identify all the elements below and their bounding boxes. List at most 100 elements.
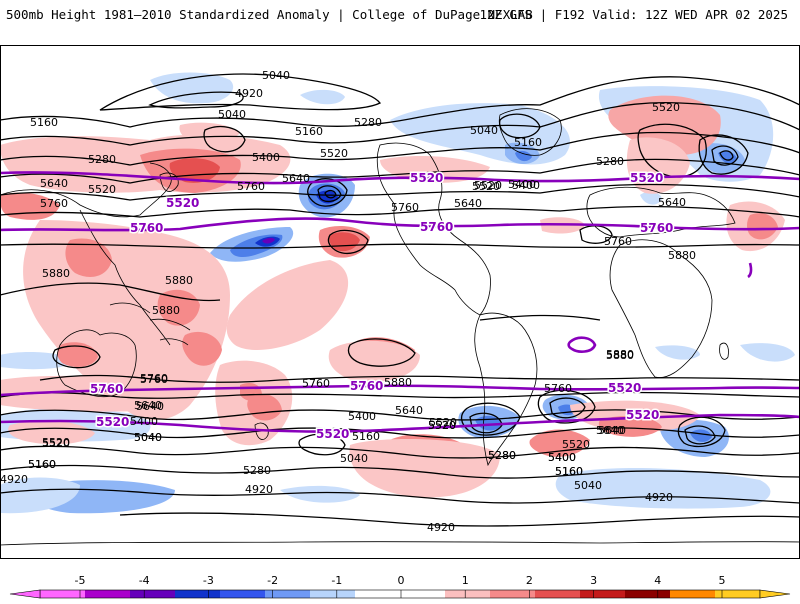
colorbar-segment (715, 590, 761, 598)
japan-outline (159, 172, 179, 192)
colorbar-segment (400, 590, 446, 598)
highlight-label: 5760 (420, 220, 453, 234)
colorbar-tick-label: -3 (203, 574, 214, 587)
colorbar-tick-label: 2 (526, 574, 533, 587)
contour-label: 5760 (40, 197, 68, 210)
contour-label: 5040 (262, 69, 290, 82)
contour-label: 5280 (88, 153, 116, 166)
contour-label: 5880 (606, 349, 634, 362)
colorbar-segment (310, 590, 356, 598)
contour-label: 5520 (474, 179, 502, 192)
contour-label: 5760 (391, 201, 419, 214)
map-title: 500mb Height 1981–2010 Standardized Anom… (6, 7, 533, 22)
contour-label: 5880 (606, 348, 634, 361)
highlight-label: 5760 (90, 382, 123, 396)
contour-label: 5280 (243, 464, 271, 477)
contour-label: 5400 (130, 415, 158, 428)
africa-outline (609, 239, 713, 378)
new-zealand-outline (254, 422, 269, 440)
madagascar-outline (719, 342, 729, 360)
colorbar-tick-labels: -5 -4 -3 -2 -1 0 1 2 3 4 5 (75, 574, 726, 587)
contour-label: 5040 (470, 124, 498, 137)
colorbar-segment (85, 590, 131, 598)
north-america-outline (376, 142, 491, 316)
colorbar-left-arrow (9, 589, 41, 599)
contour-label: 4920 (645, 491, 673, 504)
contour-label: 5160 (555, 465, 583, 478)
contour-label: 5400 (252, 151, 280, 164)
contour-label: 5640 (658, 196, 686, 209)
contour-label: 5280 (354, 116, 382, 129)
contour-label: 5400 (508, 178, 536, 191)
contour-label: 5160 (28, 458, 56, 471)
contour-label: 4920 (245, 483, 273, 496)
colorbar-segment (40, 590, 86, 598)
australia-outline (56, 329, 137, 398)
contour-label: 5160 (555, 465, 583, 478)
sh-5760-contour (0, 384, 800, 397)
contour-label: 5520 (88, 183, 116, 196)
contour-label: 5640 (282, 172, 310, 185)
highlight-label: 5520 (626, 408, 659, 422)
contour-label: 5640 (395, 404, 423, 417)
contour-label: 5400 (548, 451, 576, 464)
nh-5760-contour (0, 217, 800, 232)
contour-label: 5280 (488, 449, 516, 462)
south-america-outline (474, 312, 538, 467)
highlight-label: 5520 (316, 427, 349, 441)
highlight-labels: 5520 5520 5520 5520 5760 5760 5760 5760 … (89, 170, 675, 443)
contour-label: 5760 (140, 373, 168, 386)
europe-outline (586, 186, 736, 238)
colorbar-segment (580, 590, 626, 598)
contour-label: 5040 (134, 431, 162, 444)
contour-label: 5760 (604, 235, 632, 248)
colorbar-tick-label: 3 (590, 574, 597, 587)
colorbar-segment (490, 590, 536, 598)
contour-label: 5160 (30, 116, 58, 129)
contour-label: 5520 (320, 147, 348, 160)
contour-label: 5880 (152, 304, 180, 317)
indonesia-outline (109, 302, 191, 346)
contour-label: 5640 (136, 400, 164, 413)
contour-label: 5760 (544, 382, 572, 395)
highlight-label: 5520 (96, 415, 129, 429)
colorbar-segment (670, 590, 716, 598)
colorbar-tick-label: -5 (75, 574, 86, 587)
contour-label: 5280 (596, 155, 624, 168)
highlight-label: 5520 (166, 196, 199, 210)
contour-label: 5520 (42, 436, 70, 449)
colorbar-segment (445, 590, 491, 598)
colorbar-segment (265, 590, 311, 598)
hook-5760-contour (747, 262, 753, 279)
greenland-outline (498, 108, 562, 156)
anomaly-map: 5040 4920 5040 5160 5280 5160 5280 5400 … (0, 45, 800, 559)
contour-label: 5760 (140, 372, 168, 385)
contour-label: 4920 (235, 87, 263, 100)
contour-label: 4920 (0, 473, 28, 486)
colorbar-tick-label: 0 (398, 574, 405, 587)
colorbar-segment (130, 590, 176, 598)
contour-label: 5160 (514, 136, 542, 149)
anomaly-colorbar: -5 -4 -3 -2 -1 0 1 2 3 4 5 (0, 560, 800, 600)
colorbar-tick-label: 4 (654, 574, 661, 587)
patagonia-5760-loop (567, 336, 597, 353)
contour-label: 5520 (652, 101, 680, 114)
nh-5520-contour (0, 171, 800, 185)
highlight-label: 5520 (608, 381, 641, 395)
colorbar-tick-label: 1 (462, 574, 469, 587)
contour-label: 5040 (218, 108, 246, 121)
contour-label: 5880 (165, 274, 193, 287)
contour-label: 5640 (134, 399, 162, 412)
contour-label: 5520 (428, 419, 456, 432)
highlight-contours (0, 171, 800, 433)
contour-label: 5520 (472, 180, 500, 193)
contour-label: 5040 (340, 452, 368, 465)
contour-label: 4920 (427, 521, 455, 534)
contour-label: 5760 (237, 180, 265, 193)
contour-label: 5520 (428, 419, 456, 432)
colorbar-segment (175, 590, 221, 598)
contour-label: 5880 (668, 249, 696, 262)
contour-label: 5040 (134, 431, 162, 444)
colorbar-tick-label: -1 (331, 574, 342, 587)
positive-anomaly-shading (0, 95, 785, 498)
